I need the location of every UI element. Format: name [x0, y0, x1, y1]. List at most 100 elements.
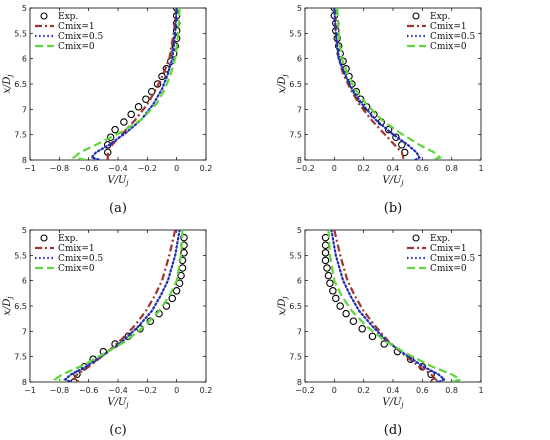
series-exp-point — [323, 264, 331, 272]
legend-label: Cmix=1 — [58, 244, 95, 254]
series-exp-point — [380, 340, 388, 348]
series-cmix-1-line — [106, 8, 178, 160]
series-exp-point — [136, 325, 144, 333]
series-cmix-0-line — [327, 230, 464, 382]
legend-marker — [40, 234, 48, 242]
legend-label: Exp. — [430, 12, 450, 22]
y-tick-label: 8 — [297, 378, 302, 387]
y-tick-label: 6 — [297, 277, 302, 286]
x-tick-label: −0.4 — [108, 164, 127, 173]
series-exp-point — [324, 271, 333, 280]
panel-label: (a) — [109, 201, 127, 216]
y-tick-label: 7 — [297, 105, 302, 114]
series-exp-point — [384, 125, 393, 134]
x-tick-label: −0.2 — [138, 164, 157, 173]
y-tick-label: 5 — [297, 4, 302, 13]
series-exp-point — [73, 370, 81, 379]
x-tick-label: −0.6 — [79, 386, 98, 395]
y-tick-label: 6 — [297, 55, 302, 64]
panel-label: (d) — [384, 423, 402, 438]
x-tick-label: −0.8 — [50, 164, 69, 173]
y-tick-label: 7 — [22, 327, 27, 336]
series-exp-point — [342, 309, 350, 318]
x-tick-label: −0.8 — [50, 386, 69, 395]
x-tick-label: −0.2 — [138, 386, 157, 395]
x-tick-label: −1 — [24, 386, 36, 395]
x-tick-label: −1 — [24, 164, 36, 173]
series-exp-point — [111, 125, 119, 134]
y-tick-label: 7.5 — [289, 131, 302, 140]
legend-label: Exp. — [58, 234, 78, 244]
y-axis-label: x/Dj — [2, 296, 14, 316]
y-tick-label: 7 — [22, 105, 27, 114]
legend-label: Cmix=0.5 — [58, 32, 104, 42]
legend-label: Exp. — [430, 234, 450, 244]
legend-marker — [412, 12, 420, 20]
y-tick-label: 5.5 — [14, 251, 27, 260]
series-cmix-0-line — [71, 8, 181, 160]
series-exp-point — [349, 317, 358, 325]
y-tick-label: 8 — [297, 156, 302, 165]
series-cmix-0-5-line — [330, 230, 447, 382]
y-tick-label: 6 — [22, 277, 27, 286]
series-exp-point — [332, 294, 340, 303]
series-exp-point — [336, 302, 344, 310]
y-tick-label: 7.5 — [14, 131, 27, 140]
chart-panel-a: −1 −0.8 −0.6 −0.4 −0.2 0 0.2 5 5.5 6 6.5 7 7.5 8 V/Uj x… — [2, 4, 212, 216]
legend-label: Cmix=1 — [430, 244, 467, 254]
y-tick-label: 5 — [297, 226, 302, 235]
chart-panel-d: −0.2 0 0.2 0.4 0.6 0.8 1 5 5.5 6 6.5 7 7.5 8 V/Uj x/Dj (… — [277, 226, 484, 438]
series-exp-point — [106, 133, 115, 141]
series-cmix-0-5-line — [333, 8, 421, 160]
series-exp-point — [177, 271, 185, 280]
x-tick-label: −0.4 — [108, 386, 127, 395]
plot-frame — [29, 229, 207, 383]
panel-label: (c) — [109, 423, 126, 438]
series-cmix-0-line — [336, 8, 443, 160]
x-tick-label: 0.2 — [357, 386, 370, 395]
x-tick-label: 1 — [478, 386, 483, 395]
legend-label: Cmix=0 — [430, 42, 467, 52]
x-axis-label: V/Uj — [107, 397, 129, 409]
series-exp-point — [168, 294, 177, 303]
legend-label: Cmix=0.5 — [58, 254, 104, 264]
y-tick-label: 5.5 — [289, 251, 302, 260]
series-exp-point — [172, 287, 181, 295]
series-exp-point — [120, 118, 128, 126]
y-tick-label: 7.5 — [289, 353, 302, 362]
legend-marker — [412, 234, 420, 242]
x-tick-label: 0.2 — [200, 386, 213, 395]
legend-label: Cmix=0.5 — [430, 254, 476, 264]
legend-label: Cmix=0 — [58, 264, 95, 274]
series-exp-point — [329, 287, 337, 295]
y-tick-label: 6.5 — [14, 80, 27, 89]
series-exp-point — [180, 233, 188, 242]
x-axis-label: V/Uj — [382, 175, 404, 187]
chart-panel-c: −1 −0.8 −0.6 −0.4 −0.2 0 0.2 5 5.5 6 6.5 7 7.5 8 V/Uj x… — [2, 226, 212, 438]
x-tick-label: 0.2 — [357, 164, 370, 173]
x-tick-label: 0 — [174, 386, 179, 395]
y-tick-label: 8 — [22, 156, 27, 165]
legend-label: Cmix=0 — [58, 42, 95, 52]
x-tick-label: 0 — [332, 164, 337, 173]
x-axis-label: V/Uj — [382, 397, 404, 409]
panel-label: (b) — [384, 201, 402, 216]
y-tick-label: 5.5 — [14, 29, 27, 38]
series-exp-point — [146, 317, 155, 325]
plot-frame — [304, 229, 482, 383]
x-tick-label: 0 — [332, 386, 337, 395]
series-exp-point — [127, 110, 135, 119]
legend-label: Cmix=1 — [58, 22, 95, 32]
series-exp-point — [321, 249, 330, 257]
series-exp-point — [158, 72, 166, 81]
x-tick-label: 0.4 — [387, 386, 400, 395]
x-tick-label: −0.2 — [295, 386, 314, 395]
series-exp-point — [368, 332, 377, 341]
y-tick-label: 6 — [22, 55, 27, 64]
legend-label: Cmix=0 — [430, 264, 467, 274]
legend-label: Cmix=1 — [430, 22, 467, 32]
series-exp-point — [392, 133, 400, 141]
